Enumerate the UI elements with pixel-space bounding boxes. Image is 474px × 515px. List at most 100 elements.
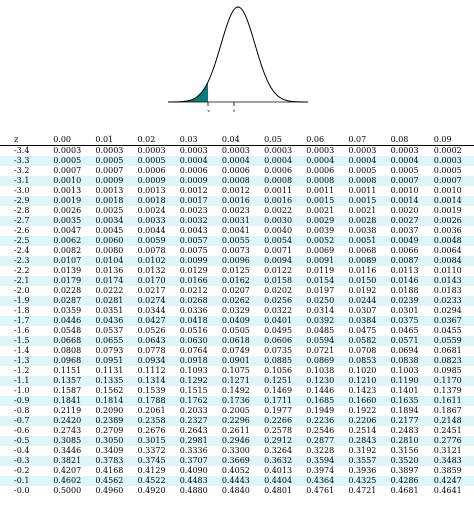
table-cell: 0.3050	[92, 436, 135, 446]
table-cell: 0.0143	[430, 276, 474, 286]
row-z-value: -1.0	[14, 386, 30, 395]
table-cell: 0.1112	[137, 366, 166, 375]
table-row: -3.2 0.0007 0.0007 0.0006 0.0006 0.0006 0.0006…	[0, 166, 474, 176]
table-cell: 0.0838	[387, 356, 431, 366]
table-cell: 0.0329	[221, 306, 250, 315]
table-cell: 0.0054	[261, 236, 304, 246]
table-cell: 0.0968	[50, 356, 93, 366]
table-cell: 0.0951	[92, 356, 135, 366]
table-cell: 0.0008	[218, 176, 262, 186]
table-cell: 0.1587	[53, 386, 82, 395]
table-cell: 0.4960	[95, 486, 124, 495]
table-cell: 0.0031	[218, 216, 262, 226]
table-cell: 0.0505	[221, 326, 250, 335]
table-row: -0.2 0.4207 0.4168 0.4129 0.4090 0.4052 0.4013…	[0, 466, 474, 476]
table-cell: 0.0028	[345, 216, 388, 226]
row-z-value: -0.6	[14, 426, 30, 435]
row-z-value: -2.6	[14, 226, 30, 235]
table-cell: 0.0012	[221, 186, 250, 195]
table-cell: 0.1379	[433, 386, 462, 395]
table-cell: 0.0015	[345, 196, 388, 206]
table-cell: 0.3085	[50, 436, 93, 446]
table-cell: 0.1562	[95, 386, 124, 395]
table-cell: 0.1271	[218, 376, 262, 386]
table-cell: 0.2709	[95, 426, 124, 435]
table-cell: 0.0764	[179, 346, 208, 355]
table-cell: 0.2389	[92, 416, 135, 426]
table-cell: 0.3192	[348, 446, 377, 455]
table-cell: 0.0009	[92, 176, 135, 186]
table-cell: 0.1611	[430, 396, 474, 406]
table-cell: 0.4721	[348, 486, 377, 495]
table-cell: 0.0188	[390, 286, 419, 295]
table-cell: 0.5000	[53, 486, 82, 495]
table-cell: 0.0003	[53, 146, 82, 155]
table-cell: 0.0010	[390, 186, 419, 195]
table-cell: 0.1038	[306, 366, 335, 375]
table-cell: 0.0594	[303, 336, 346, 346]
table-cell: 0.0024	[137, 206, 166, 215]
table-cell: 0.0116	[348, 266, 377, 275]
table-cell: 0.2912	[261, 436, 304, 446]
label-neg-z: -z	[206, 108, 209, 113]
table-row: -2.3 0.0107 0.0104 0.0102 0.0099 0.0096 0.0094…	[0, 256, 474, 266]
table-row: -0.3 0.3821 0.3783 0.3745 0.3707 0.3669 0.3632…	[0, 456, 474, 466]
table-cell: 0.0078	[137, 246, 166, 255]
table-cell: 0.1401	[390, 386, 419, 395]
table-cell: 0.0307	[348, 306, 377, 315]
table-cell: 0.0217	[137, 286, 166, 295]
row-z-value: -1.4	[14, 346, 30, 355]
table-cell: 0.0004	[387, 156, 431, 166]
table-cell: 0.0004	[261, 156, 304, 166]
table-cell: 0.2005	[221, 406, 250, 415]
table-cell: 0.0013	[95, 186, 124, 195]
table-cell: 0.0174	[92, 276, 135, 286]
table-cell: 0.4681	[390, 486, 419, 495]
table-cell: 0.1056	[264, 366, 293, 375]
row-z-value: -2.4	[14, 246, 30, 255]
table-cell: 0.0808	[53, 346, 82, 355]
table-row: -0.4 0.3446 0.3409 0.3372 0.3336 0.3300 0.3264…	[0, 446, 474, 456]
table-cell: 0.0060	[92, 236, 135, 246]
column-header: 0.04	[218, 134, 262, 146]
table-row: -2.7 0.0035 0.0034 0.0033 0.0032 0.0031 0.0030…	[0, 216, 474, 226]
table-cell: 0.0537	[95, 326, 124, 335]
table-cell: 0.0075	[179, 246, 208, 255]
table-cell: 0.0162	[218, 276, 262, 286]
row-z-value: -2.0	[14, 286, 30, 295]
table-cell: 0.0003	[306, 146, 335, 155]
table-cell: 0.3974	[306, 466, 335, 475]
table-cell: 0.0007	[95, 166, 124, 175]
table-cell: 0.4483	[176, 476, 219, 486]
table-cell: 0.0274	[134, 296, 177, 306]
table-cell: 0.0183	[433, 286, 462, 295]
table-cell: 0.1788	[134, 396, 177, 406]
table-row: -3.4 0.0003 0.0003 0.0003 0.0003 0.0003 0.0003…	[0, 146, 474, 157]
table-cell: 0.0039	[306, 226, 335, 235]
table-cell: 0.0301	[390, 306, 419, 315]
column-header-z: z	[0, 134, 51, 146]
table-cell: 0.0003	[390, 146, 419, 155]
table-cell: 0.0694	[390, 346, 419, 355]
column-header: 0.08	[387, 134, 431, 146]
table-cell: 0.4840	[221, 486, 250, 495]
table-cell: 0.0885	[261, 356, 304, 366]
table-cell: 0.0793	[95, 346, 124, 355]
table-cell: 0.0099	[176, 256, 219, 266]
table-cell: 0.1170	[430, 376, 474, 386]
table-cell: 0.1314	[134, 376, 177, 386]
table-cell: 0.0287	[50, 296, 93, 306]
table-cell: 0.4247	[430, 476, 474, 486]
table-cell: 0.0016	[218, 196, 262, 206]
table-cell: 0.0018	[134, 196, 177, 206]
table-cell: 0.0465	[390, 326, 419, 335]
table-cell: 0.0197	[306, 286, 335, 295]
table-cell: 0.0036	[433, 226, 462, 235]
table-cell: 0.0668	[50, 336, 93, 346]
row-z-value: -1.2	[14, 366, 30, 375]
table-cell: 0.0030	[261, 216, 304, 226]
table-cell: 0.1335	[92, 376, 135, 386]
table-cell: 0.0005	[390, 166, 419, 175]
table-row: -0.6 0.2743 0.2709 0.2676 0.2643 0.2611 0.2578…	[0, 426, 474, 436]
table-header-row: z 0.00 0.01 0.02 0.03 0.04 0.05 0.06 0.07 0.08 0.0…	[0, 134, 474, 146]
